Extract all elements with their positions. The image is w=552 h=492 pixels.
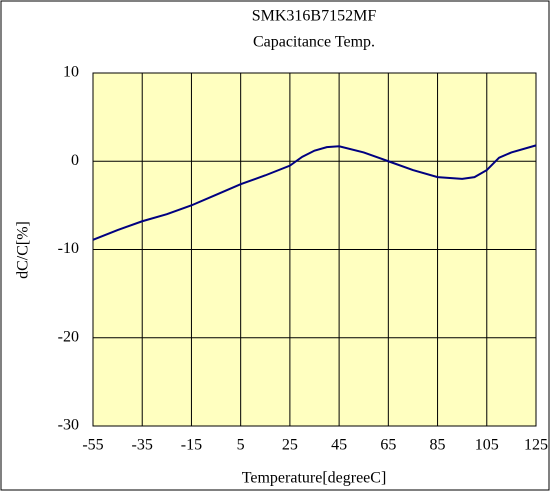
- x-tick-label: 105: [475, 437, 499, 454]
- y-tick-label: 10: [63, 64, 79, 81]
- x-tick-label: -15: [181, 437, 202, 454]
- chart-subtitle: Capacitance Temp.: [253, 34, 375, 51]
- y-tick-label: -10: [58, 240, 79, 257]
- chart-title: SMK316B7152MF: [252, 8, 377, 25]
- x-tick-label: 5: [237, 437, 245, 454]
- x-tick-label: 45: [331, 437, 347, 454]
- y-tick-label: -30: [58, 417, 79, 434]
- y-axis-label: dC/C[%]: [15, 221, 32, 279]
- x-axis-label: Temperature[degreeC]: [242, 470, 387, 487]
- y-tick-label: -20: [58, 328, 79, 345]
- x-tick-label: 65: [380, 437, 396, 454]
- x-tick-label: 25: [282, 437, 298, 454]
- y-tick-label: 0: [71, 152, 79, 169]
- x-tick-label: 125: [524, 437, 548, 454]
- x-tick-label: -55: [82, 437, 103, 454]
- x-tick-label: 85: [430, 437, 446, 454]
- data-line: [92, 144, 537, 241]
- x-tick-label: -35: [132, 437, 153, 454]
